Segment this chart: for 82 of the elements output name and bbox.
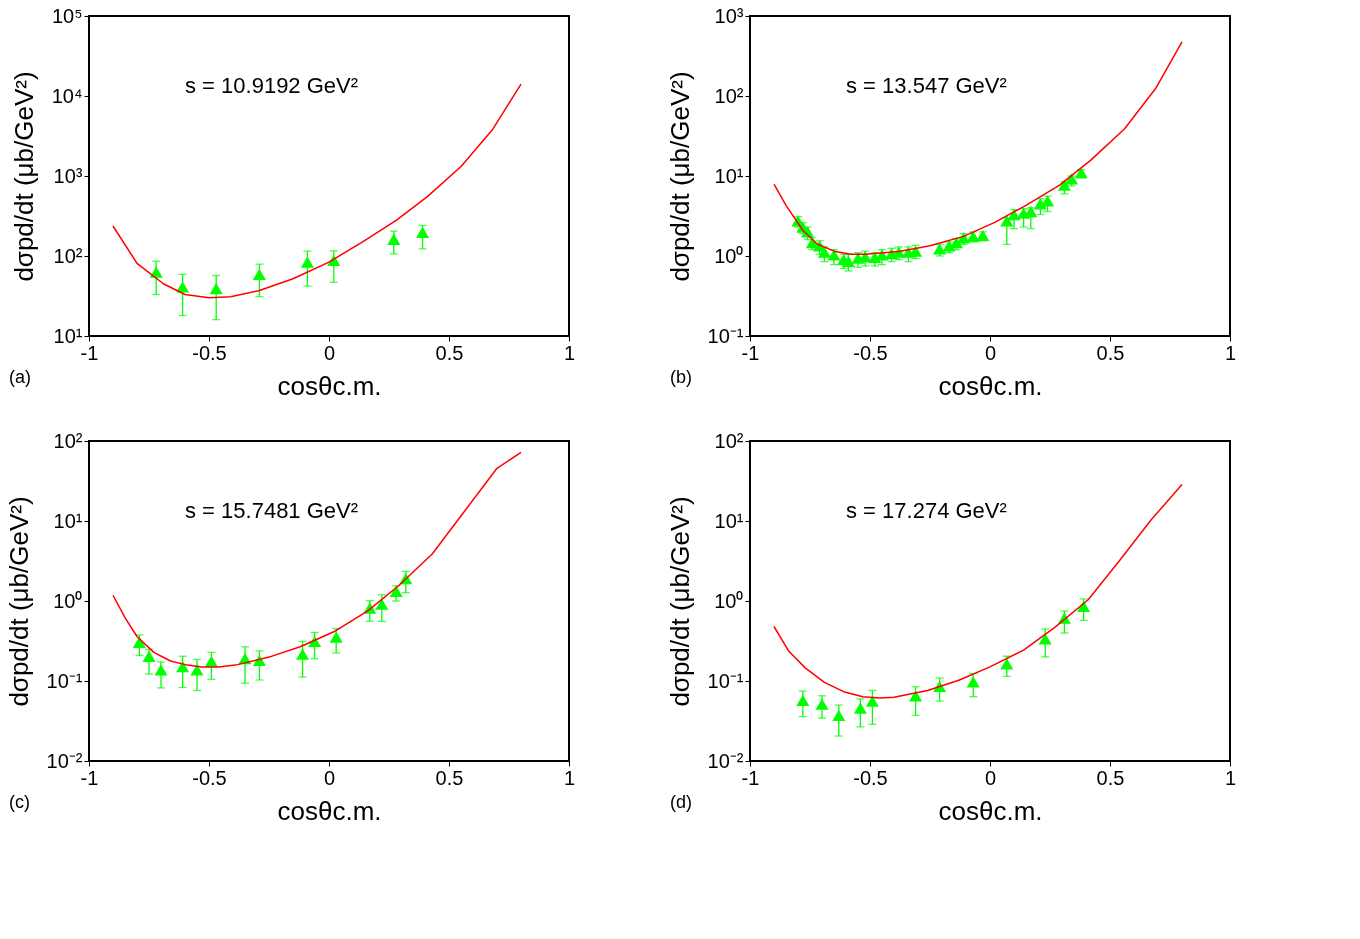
x-axis-title: cosθc.m. bbox=[938, 370, 1043, 401]
y-tick-label: 10² bbox=[714, 429, 744, 452]
x-axis-title: cosθc.m. bbox=[277, 370, 382, 401]
point bbox=[209, 283, 223, 295]
y-tick-label: 10⁵ bbox=[51, 4, 83, 27]
x-tick-label: -1 bbox=[741, 766, 760, 789]
y-axis-title: dσpd/dt (μb/GeV²) bbox=[3, 496, 34, 707]
point bbox=[252, 268, 266, 280]
y-tick-label: 10² bbox=[714, 84, 744, 107]
annotation: s = 10.9192 GeV² bbox=[185, 73, 359, 99]
y-tick-label: 10⁰ bbox=[714, 589, 744, 612]
point bbox=[1024, 205, 1038, 218]
point bbox=[841, 255, 855, 267]
x-tick-label: -1 bbox=[80, 766, 99, 789]
y-tick-label: 10⁻¹ bbox=[707, 324, 744, 347]
point bbox=[142, 650, 156, 662]
x-tick-label: 1 bbox=[563, 341, 576, 364]
point bbox=[387, 233, 401, 245]
y-tick-label: 10⁴ bbox=[51, 84, 83, 107]
x-tick-label: -0.5 bbox=[853, 766, 888, 789]
y-tick-label: 10⁰ bbox=[53, 589, 83, 612]
x-tick-label: -1 bbox=[80, 341, 99, 364]
point bbox=[1000, 658, 1014, 670]
point bbox=[329, 631, 343, 643]
x-tick-label: 0 bbox=[984, 766, 997, 789]
x-tick-label: 0.5 bbox=[1096, 341, 1125, 364]
annotation: s = 13.547 GeV² bbox=[846, 73, 1007, 99]
x-tick-label: 0 bbox=[323, 341, 336, 364]
point bbox=[1038, 633, 1052, 645]
x-tick-label: -0.5 bbox=[853, 341, 888, 364]
x-tick-label: 1 bbox=[1224, 766, 1237, 789]
y-tick-label: 10³ bbox=[53, 164, 83, 187]
y-tick-label: 10⁰ bbox=[714, 244, 744, 267]
point bbox=[817, 246, 831, 258]
point bbox=[1041, 195, 1055, 207]
x-tick-label: 0 bbox=[984, 341, 997, 364]
y-tick-label: 10⁻² bbox=[707, 749, 744, 772]
annotation: s = 15.7481 GeV² bbox=[185, 498, 359, 524]
point bbox=[966, 676, 980, 688]
y-tick-label: 10³ bbox=[714, 4, 744, 27]
point bbox=[300, 256, 314, 268]
x-tick-label: 0.5 bbox=[435, 341, 464, 364]
point bbox=[853, 702, 867, 714]
x-tick-label: 0.5 bbox=[435, 766, 464, 789]
y-tick-label: 10¹ bbox=[53, 324, 83, 347]
x-axis-title: cosθc.m. bbox=[938, 795, 1043, 826]
point bbox=[389, 585, 403, 597]
point bbox=[832, 709, 846, 721]
y-axis-title: dσpd/dt (μb/GeV²) bbox=[8, 71, 39, 282]
x-tick-label: -0.5 bbox=[192, 766, 227, 789]
y-tick-label: 10² bbox=[53, 429, 83, 452]
point bbox=[416, 226, 430, 239]
point bbox=[1000, 215, 1014, 227]
x-tick-label: 1 bbox=[563, 766, 576, 789]
y-tick-label: 10⁻¹ bbox=[707, 669, 744, 692]
x-tick-label: 1 bbox=[1224, 341, 1237, 364]
x-tick-label: -1 bbox=[741, 341, 760, 364]
text: (a) bbox=[9, 367, 31, 387]
y-tick-label: 10⁻² bbox=[46, 749, 83, 772]
y-axis-title: dσpd/dt (μb/GeV²) bbox=[664, 71, 695, 282]
point bbox=[815, 698, 829, 710]
annotation: s = 17.274 GeV² bbox=[846, 498, 1007, 524]
point bbox=[865, 695, 879, 707]
point bbox=[296, 648, 310, 660]
point bbox=[375, 598, 389, 610]
text: (b) bbox=[670, 367, 692, 387]
x-axis-title: cosθc.m. bbox=[277, 795, 382, 826]
point bbox=[154, 664, 168, 676]
point bbox=[909, 245, 923, 257]
y-tick-label: 10¹ bbox=[714, 509, 744, 532]
y-tick-label: 10¹ bbox=[714, 164, 744, 187]
y-axis-title: dσpd/dt (μb/GeV²) bbox=[664, 496, 695, 707]
text: (c) bbox=[9, 792, 30, 812]
point bbox=[827, 249, 841, 261]
y-tick-label: 10² bbox=[53, 244, 83, 267]
y-tick-label: 10⁻¹ bbox=[46, 669, 83, 692]
x-tick-label: -0.5 bbox=[192, 341, 227, 364]
x-tick-label: 0.5 bbox=[1096, 766, 1125, 789]
text: (d) bbox=[670, 792, 692, 812]
point bbox=[796, 694, 810, 707]
y-tick-label: 10¹ bbox=[53, 509, 83, 532]
x-tick-label: 0 bbox=[323, 766, 336, 789]
